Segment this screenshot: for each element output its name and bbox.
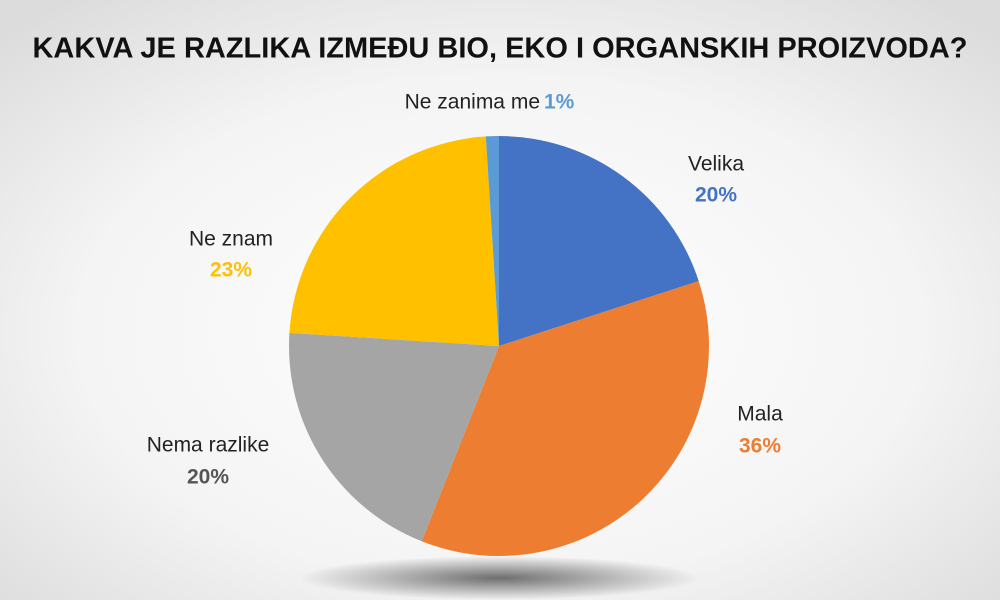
slice-value-label: 20% xyxy=(695,184,737,207)
pie-slice xyxy=(499,136,699,346)
pie-slice xyxy=(485,136,499,346)
pie-shadow xyxy=(299,556,699,600)
slice-label: Velika xyxy=(688,153,744,176)
slice-label: Ne znam xyxy=(189,228,273,251)
slice-value-label: 20% xyxy=(187,466,229,489)
pie-slice xyxy=(421,281,710,557)
pie-slice xyxy=(289,136,499,346)
chart-title: KAKVA JE RAZLIKA IZMEĐU BIO, EKO I ORGAN… xyxy=(32,33,967,65)
slice-label: Mala xyxy=(737,403,783,426)
slice-value-label: 36% xyxy=(739,435,781,458)
slice-value-label: 1% xyxy=(544,91,575,114)
slice-value-label: 23% xyxy=(210,259,252,282)
slice-label: Ne zanima me xyxy=(405,91,540,114)
pie-slice xyxy=(289,332,499,542)
slice-label: Nema razlike xyxy=(147,434,270,457)
